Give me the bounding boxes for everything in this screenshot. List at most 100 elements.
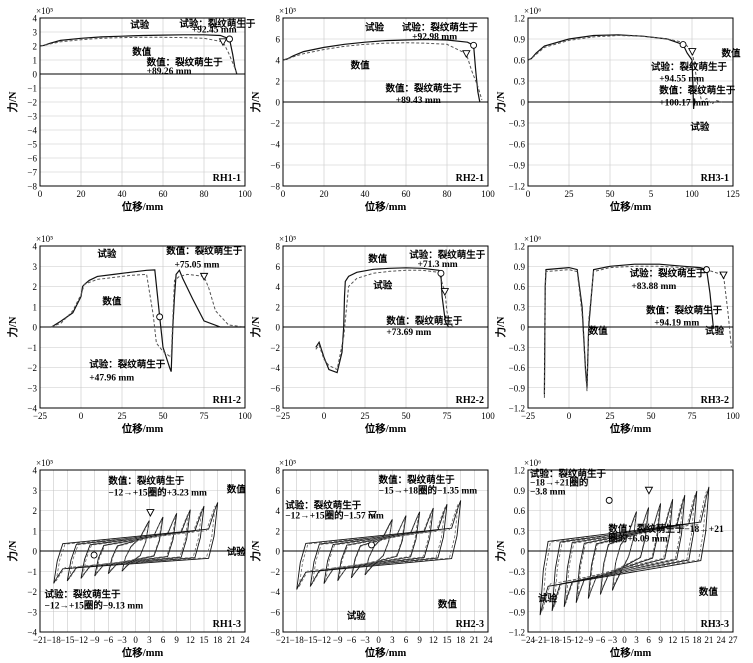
x-axis-title: 位移/mm — [365, 422, 407, 435]
y-tick-label: 4 — [276, 56, 281, 66]
annotation-text: 数值：裂纹萌生于 — [385, 315, 463, 327]
annotation-text: +73.69 mm — [386, 328, 431, 338]
annotation-text: −3.8 mm — [530, 487, 566, 497]
x-tick-label: −12 — [569, 635, 583, 645]
y-tick-label: 0.3 — [514, 526, 526, 536]
y-tick-label: −1 — [27, 567, 37, 577]
numerical-loop — [55, 505, 216, 582]
annotation-text: 数值 — [131, 46, 152, 58]
annotation-text: 数值：裂纹萌生于 — [107, 475, 185, 487]
annotation-text: +83.88 mm — [631, 282, 676, 292]
experimental-loop — [66, 505, 205, 582]
x-tick-label: 100 — [481, 189, 495, 199]
x-tick-label: 0 — [376, 635, 381, 645]
x-tick-label: 6 — [161, 635, 166, 645]
x-tick-label: −9 — [90, 635, 100, 645]
annotation-text: 数值：裂纹萌生于−18→+21 — [607, 523, 724, 535]
y-tick-label: 0 — [521, 323, 526, 333]
x-tick-label: 100 — [726, 411, 740, 421]
annotation-text: +47.96 mm — [89, 374, 134, 384]
y-tick-label: 0 — [276, 323, 281, 333]
y-tick-label: −1 — [27, 343, 37, 353]
x-tick-label: 60 — [159, 189, 169, 199]
x-tick-label: −25 — [521, 411, 536, 421]
x-tick-label: 50 — [606, 189, 616, 199]
annotation-text: 试验：裂纹萌生于 — [651, 61, 728, 73]
y-tick-label: −4 — [270, 140, 280, 150]
x-tick-label: −3 — [608, 635, 618, 645]
y-tick-label: 0.9 — [514, 262, 526, 272]
annotation-text: 试验：裂纹萌生于 — [179, 18, 256, 30]
y-tick-label: 1.2 — [514, 242, 525, 252]
plot-frame — [282, 469, 489, 633]
x-axis-title: 位移/mm — [122, 646, 164, 659]
x-tick-label: −6 — [104, 635, 114, 645]
y-tick-label: −2 — [270, 567, 280, 577]
x-tick-label: 20 — [320, 189, 330, 199]
crack-initiation-circle-marker — [703, 266, 711, 274]
y-tick-label: −6 — [270, 607, 280, 617]
y-tick-label: 6 — [276, 486, 281, 496]
panel-label: RH3-2 — [701, 395, 729, 406]
annotation-text: 试验 — [130, 19, 150, 31]
experimental-loop — [53, 502, 219, 584]
x-axis-title: 位移/mm — [122, 422, 164, 435]
panel-label: RH3-1 — [701, 173, 729, 184]
y-tick-label: −0.6 — [509, 140, 526, 150]
numerical-loop — [325, 510, 433, 582]
numerical-curve — [315, 269, 454, 371]
y-tick-label: −8 — [270, 404, 280, 414]
x-axis-title: 位移/mm — [610, 646, 652, 659]
annotation-text: 数值：裂纹萌生于 — [658, 85, 736, 97]
experimental-curve — [543, 263, 714, 395]
y-tick-label: −0.6 — [509, 587, 526, 597]
y-tick-label: 0 — [33, 547, 38, 557]
y-axis-title: 力/N — [6, 91, 19, 112]
panel-rh2-2: −8 −6 −4 −2 0 2 4 6 8 −25 0 25 50 75 100 ×10⁵ 位移/mm 力/N 数值… — [249, 234, 495, 435]
x-tick-label: 25 — [606, 411, 616, 421]
numerical-loop — [542, 491, 707, 611]
plot-frame — [282, 17, 489, 187]
annotation-text: 圈的+6.09 mm — [608, 533, 667, 545]
y-tick-label: −3 — [27, 383, 37, 393]
x-tick-label: 75 — [443, 411, 453, 421]
annotation-text: 数值 — [588, 325, 609, 337]
crack-initiation-triangle-marker — [368, 511, 377, 519]
axis-exponent: ×10⁵ — [36, 458, 53, 468]
annotation-text: 数值：裂纹萌生于 — [645, 305, 723, 317]
y-tick-label: 3 — [33, 486, 38, 496]
annotation-text: +92.98 mm — [412, 33, 457, 43]
experimental-loop — [551, 490, 698, 612]
x-tick-label: 80 — [443, 189, 453, 199]
experimental-curve — [39, 34, 238, 75]
annotation-text: 试验 — [538, 593, 558, 605]
numerical-loop — [577, 502, 672, 600]
x-tick-label: 9 — [417, 635, 422, 645]
crack-initiation-circle-marker — [679, 41, 687, 49]
plot-frame — [282, 245, 489, 409]
axis-exponent: ×10⁶ — [524, 458, 541, 468]
plot-frame — [527, 469, 734, 633]
y-tick-label: 0.6 — [514, 506, 526, 516]
x-tick-label: −18 — [47, 635, 62, 645]
numerical-loop — [565, 498, 684, 604]
annotation-text: +100.17 mm — [659, 99, 709, 109]
y-tick-label: −4 — [270, 587, 280, 597]
x-tick-label: 80 — [200, 189, 210, 199]
y-tick-label: 0.6 — [514, 282, 526, 292]
y-tick-label: −0.3 — [509, 343, 526, 353]
y-axis-title: 力/N — [494, 540, 507, 561]
y-tick-label: 1 — [33, 526, 38, 536]
x-tick-label: 18 — [213, 635, 223, 645]
annotation-text: 数值 — [350, 59, 371, 71]
y-tick-label: 6 — [276, 35, 281, 45]
x-tick-label: 40 — [361, 189, 371, 199]
annotation-text: +89.43 mm — [396, 96, 441, 106]
annotation-text: 数值 — [437, 599, 458, 611]
x-tick-label: 125 — [726, 189, 740, 199]
x-tick-label: 5 — [649, 189, 654, 199]
numerical-curve — [51, 273, 246, 359]
annotation-text: 试验 — [705, 325, 725, 337]
x-tick-label: 50 — [159, 411, 169, 421]
